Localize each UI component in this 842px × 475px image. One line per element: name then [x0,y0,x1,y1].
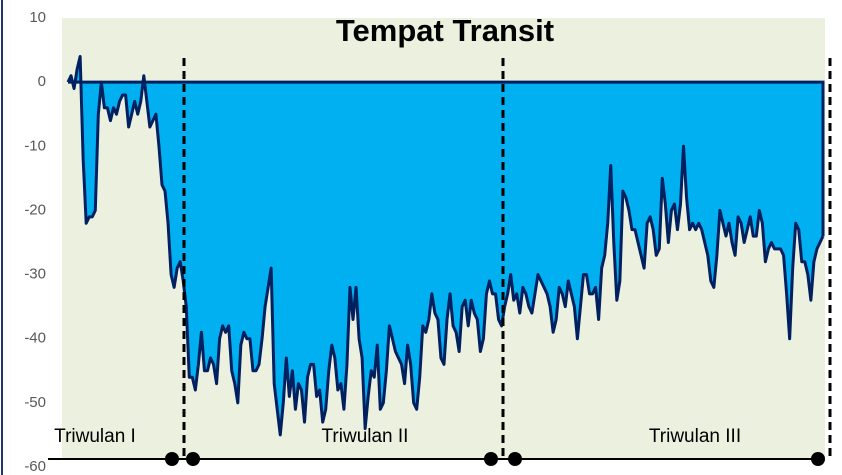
y-tick-label: 10 [29,9,46,26]
y-tick-label: 0 [38,73,46,90]
baseline [68,80,825,237]
y-tick-label: -30 [24,266,46,283]
period-dot [186,452,200,466]
period-axis [48,452,825,466]
annotation: Triwulan I [54,426,136,447]
annotation: Triwulan II [322,426,409,447]
y-tick-label: -50 [24,394,46,411]
period-dot [484,452,498,466]
period-dot [165,452,179,466]
y-tick-label: -10 [24,137,46,154]
y-tick-label: -60 [24,458,46,475]
y-tick-label: -20 [24,201,46,218]
dividers [182,58,832,459]
period-dot [811,452,825,466]
line [66,54,825,437]
area [68,56,823,435]
chart-title: Tempat Transit [336,13,554,48]
annotation: Triwulan III [649,426,741,447]
period-dot [508,452,522,466]
marks [66,54,825,437]
y-tick-label: -40 [24,330,46,347]
